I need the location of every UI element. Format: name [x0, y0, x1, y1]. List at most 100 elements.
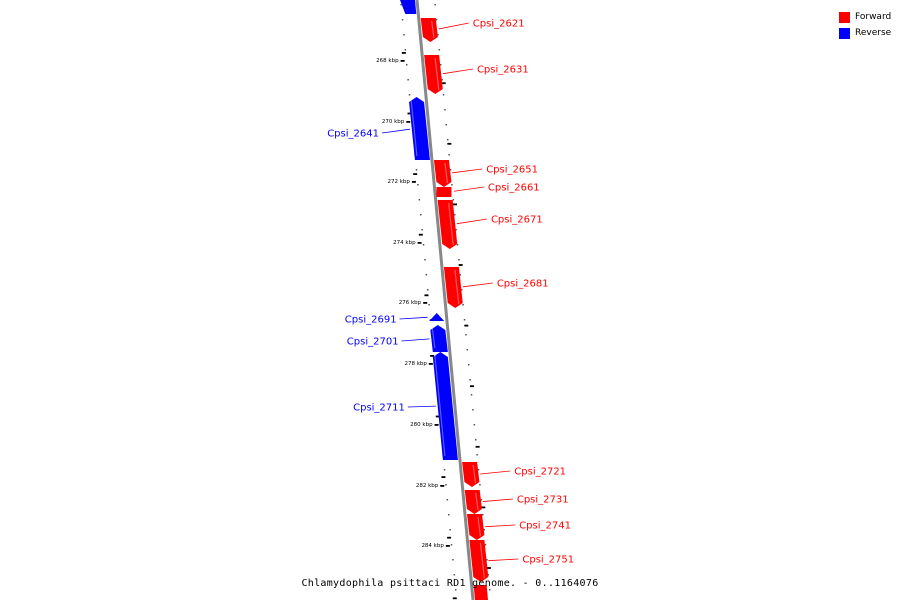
tick-dot — [455, 229, 457, 231]
scale-tick — [423, 302, 428, 304]
tick-dot — [484, 544, 487, 546]
major-tick — [469, 385, 474, 388]
gene-label: Cpsi_2681 — [497, 279, 549, 290]
gene-label: Cpsi_2701 — [347, 337, 399, 348]
gene-shading — [454, 269, 460, 305]
tick-dot — [470, 394, 473, 396]
tick-dot — [434, 4, 436, 6]
tick-dot — [407, 79, 409, 81]
major-tick — [413, 173, 418, 175]
gene-shading — [472, 464, 477, 484]
scale-tick — [434, 424, 439, 426]
scale-label: 276 kbp — [399, 300, 422, 306]
gene-cpsi-2701 — [430, 325, 448, 352]
tick-dot — [444, 109, 446, 111]
gene-shading — [448, 202, 454, 246]
scale-tick — [411, 181, 416, 183]
gene-label: Cpsi_2641 — [327, 129, 379, 140]
gene-label: Cpsi_2721 — [514, 467, 566, 478]
tick-dot — [477, 469, 480, 471]
tick-dot — [445, 124, 448, 126]
major-tick — [424, 294, 429, 297]
tick-dot — [469, 379, 471, 381]
tick-dot — [452, 199, 455, 201]
tick-dot — [419, 214, 422, 216]
tick-dot — [488, 589, 491, 591]
tick-dot — [460, 289, 463, 291]
scale-label: 278 kbp — [404, 361, 427, 367]
tick-dot — [453, 214, 456, 216]
gene-cpsi-2661 — [436, 187, 452, 197]
gene-cpsi-2631 — [424, 55, 443, 94]
major-tick — [452, 203, 457, 206]
gene-layer: Cpsi_2621 Cpsi_2631 Cpsi_2641 Cpsi_2651 Cpsi… — [327, 0, 574, 600]
major-tick — [401, 52, 406, 54]
gene-shading — [410, 99, 418, 157]
gene-cpsi-2651 — [433, 160, 452, 187]
tick-dot — [426, 289, 429, 291]
gene-label: Cpsi_2711 — [353, 403, 405, 414]
scale-label: 272 kbp — [387, 179, 410, 185]
label-leader — [442, 68, 474, 75]
tick-dot — [446, 499, 449, 501]
scale-label: 270 kbp — [382, 119, 405, 125]
gene-shading — [479, 542, 485, 579]
legend-item-reverse: Reverse — [839, 25, 899, 41]
label-leader — [407, 405, 436, 408]
gene-shading — [431, 20, 435, 39]
scale-tick — [400, 60, 405, 62]
tick-dot — [425, 274, 428, 276]
gene-label: Cpsi_2691 — [345, 315, 397, 326]
tick-dot — [446, 139, 449, 141]
tick-dot — [459, 274, 462, 276]
gene-label: Cpsi_2671 — [491, 215, 543, 226]
tick-dot — [445, 484, 447, 486]
gene-shading — [475, 492, 479, 511]
major-tick — [447, 142, 452, 145]
tick-dot — [405, 64, 408, 66]
tick-dot — [447, 514, 450, 516]
tick-dot — [462, 304, 464, 306]
scale-tick — [445, 545, 450, 547]
major-tick — [441, 476, 446, 478]
tick-dot — [472, 409, 474, 411]
scale-label: 274 kbp — [393, 240, 416, 246]
tick-dot — [428, 304, 430, 306]
gene-cpsi-2621 — [420, 18, 438, 42]
tick-layer — [400, 4, 491, 600]
tick-dot — [452, 559, 454, 561]
gene-shading — [434, 354, 446, 457]
major-tick — [447, 536, 452, 539]
tick-dot — [439, 64, 442, 66]
legend-label: Forward — [855, 12, 892, 22]
tick-dot — [441, 79, 443, 81]
tick-dot — [463, 319, 466, 321]
label-leader — [488, 558, 519, 562]
major-tick — [441, 82, 446, 85]
tick-dot — [421, 229, 423, 231]
tick-dot — [449, 529, 451, 531]
tick-dot — [480, 499, 483, 501]
legend-label: Reverse — [855, 28, 892, 38]
gene-cpsi-2751 — [469, 540, 489, 582]
gene-cpsi-2711 — [432, 352, 458, 460]
gene-cpsi-2641 — [409, 97, 430, 160]
legend: Forward Reverse — [839, 9, 899, 41]
tick-dot — [456, 244, 459, 246]
tick-dot — [415, 169, 418, 171]
tick-dot — [483, 529, 485, 531]
tick-dot — [443, 469, 446, 471]
gene-shading — [477, 516, 481, 537]
reverse-swatch — [839, 27, 850, 39]
major-tick — [458, 264, 463, 266]
scale-label: 284 kbp — [421, 543, 444, 549]
label-leader — [438, 22, 469, 30]
tick-dot — [448, 154, 450, 156]
scale-tick — [406, 121, 411, 123]
scale-labels: 268 kbp 270 kbp 272 kbp 274 kbp 276 kbp 278 k… — [376, 58, 450, 549]
tick-dot — [449, 169, 452, 171]
gene-fragment — [473, 585, 488, 600]
tick-dot — [438, 49, 441, 51]
label-leader — [399, 316, 428, 320]
tick-dot — [458, 259, 460, 261]
